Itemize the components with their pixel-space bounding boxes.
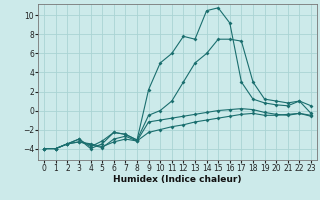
X-axis label: Humidex (Indice chaleur): Humidex (Indice chaleur) (113, 175, 242, 184)
